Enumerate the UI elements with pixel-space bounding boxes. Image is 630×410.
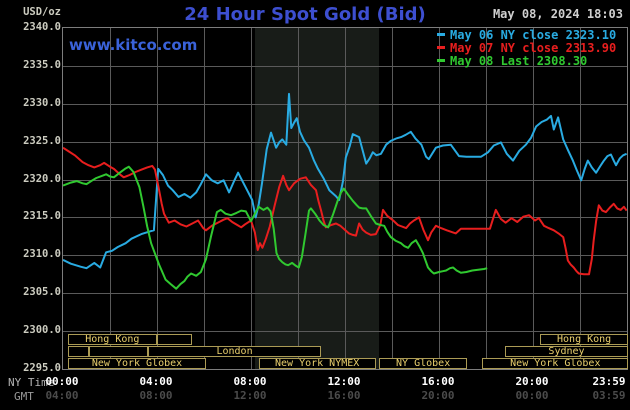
ny-time-tick-label: 08:00: [233, 375, 267, 388]
legend-entry: May 07 NY close 2313.90: [437, 40, 617, 55]
legend-line-swatch: [437, 46, 445, 49]
gmt-tick-label: 08:00: [139, 389, 173, 402]
y-axis-tick-label: 2310.0: [23, 248, 61, 261]
y-axis-tick-label: 2335.0: [23, 58, 61, 71]
y-axis-tick-label: 2305.0: [23, 286, 61, 299]
gmt-tick-label: 03:59: [592, 389, 626, 402]
legend-line-swatch: [437, 33, 445, 36]
ny-time-tick-label: 12:00: [327, 375, 361, 388]
vertical-gridline: [157, 28, 158, 369]
session-box-new-york-nymex: New York NYMEX: [258, 358, 376, 369]
gmt-tick-label: 12:00: [233, 389, 267, 402]
price-line-may-07: [63, 146, 627, 276]
legend-entry: May 06 NY close 2323.10: [437, 27, 617, 42]
plot-area: www.kitco.com: [62, 27, 628, 370]
legend-entry: May 08 Last 2308.30: [437, 53, 616, 68]
price-lines-svg: [63, 92, 627, 290]
y-axis-tick-label: 2295.0: [23, 362, 61, 374]
y-axis-tick-label: 2325.0: [23, 134, 61, 147]
vertical-gridline: [392, 28, 393, 369]
vertical-gridline: [486, 28, 487, 369]
price-line-may-06: [63, 92, 627, 270]
chart-title: 24 Hour Spot Gold (Bid): [184, 4, 426, 25]
session-box: [67, 346, 89, 357]
session-box-new-york-globex: New York Globex: [482, 358, 629, 369]
chart-datetime: May 08, 2024 18:03: [492, 7, 623, 21]
ny-time-tick-label: 04:00: [139, 375, 173, 388]
y-axis-tick-label: 2340.0: [23, 21, 61, 33]
y-axis-tick-label: 2330.0: [23, 96, 61, 109]
ny-time-axis-label: NY Time: [8, 376, 55, 389]
session-box: [157, 334, 193, 345]
vertical-gridline: [533, 28, 534, 369]
legend-entry-label: May 08 Last 2308.30: [450, 53, 588, 68]
ny-time-tick-label: 23:59: [592, 375, 626, 388]
y-axis-tick-label: 2300.0: [23, 324, 61, 337]
vertical-gridline: [110, 28, 111, 369]
kitco-watermark-link[interactable]: www.kitco.com: [69, 36, 198, 54]
gmt-axis-label: GMT: [14, 390, 34, 403]
gmt-tick-label: 00:00: [515, 389, 549, 402]
y-axis-tick-label: 2315.0: [23, 210, 61, 223]
vertical-gridline: [345, 28, 346, 369]
price-line-may-08: [63, 165, 488, 290]
session-box-london: London: [147, 346, 322, 357]
session-box: [88, 346, 148, 357]
session-box-ny-globex: NY Globex: [379, 358, 468, 369]
y-axis-tick-label: 2320.0: [23, 172, 61, 185]
legend-entry-label: May 07 NY close 2313.90: [450, 40, 617, 55]
session-box-hong-kong: Hong Kong: [67, 334, 157, 345]
y-axis-unit-label: USD/oz: [23, 6, 61, 18]
gmt-tick-label: 20:00: [421, 389, 455, 402]
vertical-gridline: [439, 28, 440, 369]
legend-line-swatch: [437, 59, 445, 62]
ny-time-tick-label: 20:00: [515, 375, 549, 388]
gmt-tick-label: 16:00: [327, 389, 361, 402]
ny-time-tick-label: 16:00: [421, 375, 455, 388]
legend-entry-label: May 06 NY close 2323.10: [450, 27, 617, 42]
vertical-gridline: [298, 28, 299, 369]
session-box-sydney: Sydney: [504, 346, 629, 357]
vertical-gridline: [580, 28, 581, 369]
ny-time-tick-label: 00:00: [45, 375, 79, 388]
session-box-hong-kong: Hong Kong: [540, 334, 629, 345]
vertical-gridline: [204, 28, 205, 369]
gmt-tick-label: 04:00: [45, 389, 79, 402]
chart-legend: May 06 NY close 2323.10 May 07 NY close 2…: [437, 27, 617, 68]
session-box-new-york-globex: New York Globex: [67, 358, 207, 369]
